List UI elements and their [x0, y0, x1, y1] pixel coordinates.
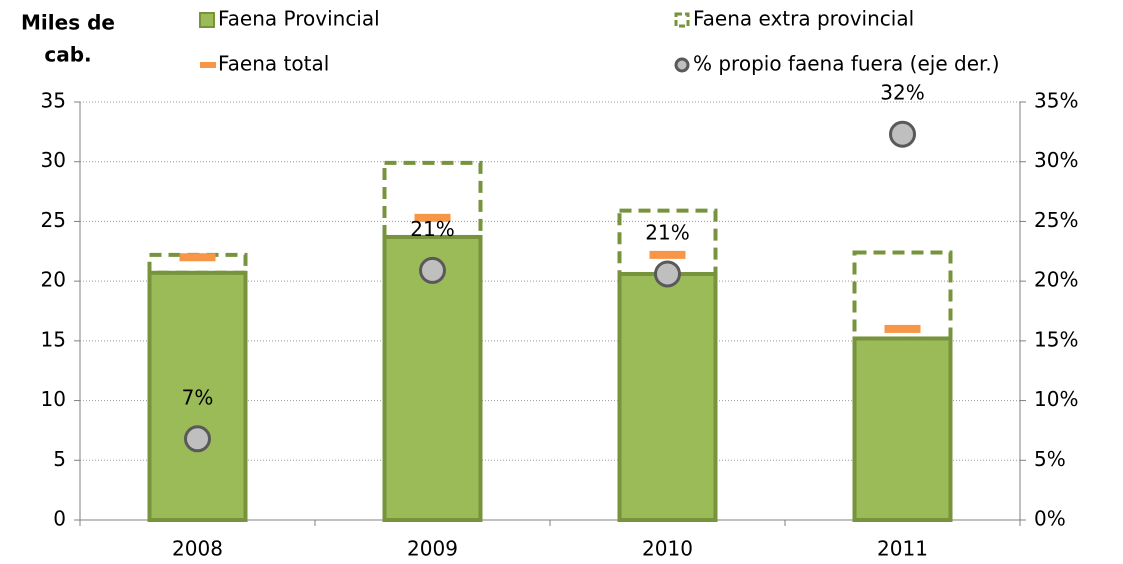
- total-marker: [649, 250, 686, 259]
- legend-swatch: [674, 12, 690, 28]
- x-tick-label: 2011: [877, 537, 928, 561]
- y2-tick-label: 15%: [1034, 327, 1078, 351]
- stacked-segment: [852, 250, 953, 341]
- total-marker: [884, 324, 921, 333]
- y-tick-label: 20: [41, 268, 66, 292]
- data-label: 21%: [645, 220, 689, 244]
- y-axis-label: cab.: [44, 43, 91, 67]
- total-marker: [414, 213, 451, 222]
- y2-tick-label: 5%: [1034, 447, 1066, 471]
- percent-marker: [889, 120, 916, 148]
- y-tick-label: 35: [41, 89, 66, 113]
- legend-label: Faena extra provincial: [693, 7, 914, 31]
- x-tick-label: 2009: [407, 537, 458, 561]
- y2-tick-label: 20%: [1034, 268, 1078, 292]
- bar: [147, 270, 248, 523]
- data-label: 32%: [880, 81, 924, 105]
- legend-label: Faena Provincial: [218, 7, 380, 31]
- x-tick-label: 2008: [172, 537, 223, 561]
- percent-marker: [654, 260, 681, 288]
- percent-marker: [419, 256, 446, 284]
- legend-swatch: [674, 57, 690, 73]
- y-tick-label: 15: [41, 327, 66, 351]
- legend-swatch: [199, 12, 215, 28]
- bar: [382, 234, 483, 522]
- y-axis-label: Miles de: [21, 11, 115, 35]
- y2-tick-label: 35%: [1034, 89, 1078, 113]
- legend-label: % propio faena fuera (eje der.): [693, 52, 1000, 76]
- x-tick-label: 2010: [642, 537, 693, 561]
- legend-swatch: [200, 62, 216, 68]
- bar: [852, 336, 953, 522]
- bar: [617, 271, 718, 522]
- y-tick-label: 30: [41, 148, 66, 172]
- percent-marker: [184, 425, 211, 453]
- y2-tick-label: 10%: [1034, 387, 1078, 411]
- total-marker: [179, 253, 216, 262]
- y2-tick-label: 25%: [1034, 208, 1078, 232]
- y2-tick-label: 0%: [1034, 507, 1066, 531]
- y-tick-label: 25: [41, 208, 66, 232]
- stacked-segment: [382, 160, 483, 239]
- legend-label: Faena total: [218, 52, 329, 76]
- data-label: 7%: [182, 385, 214, 409]
- data-label: 21%: [410, 217, 454, 241]
- y-tick-label: 10: [41, 387, 66, 411]
- y-tick-label: 5: [53, 447, 66, 471]
- y2-tick-label: 30%: [1034, 148, 1078, 172]
- y-tick-label: 0: [53, 507, 66, 531]
- stacked-segment: [617, 208, 718, 276]
